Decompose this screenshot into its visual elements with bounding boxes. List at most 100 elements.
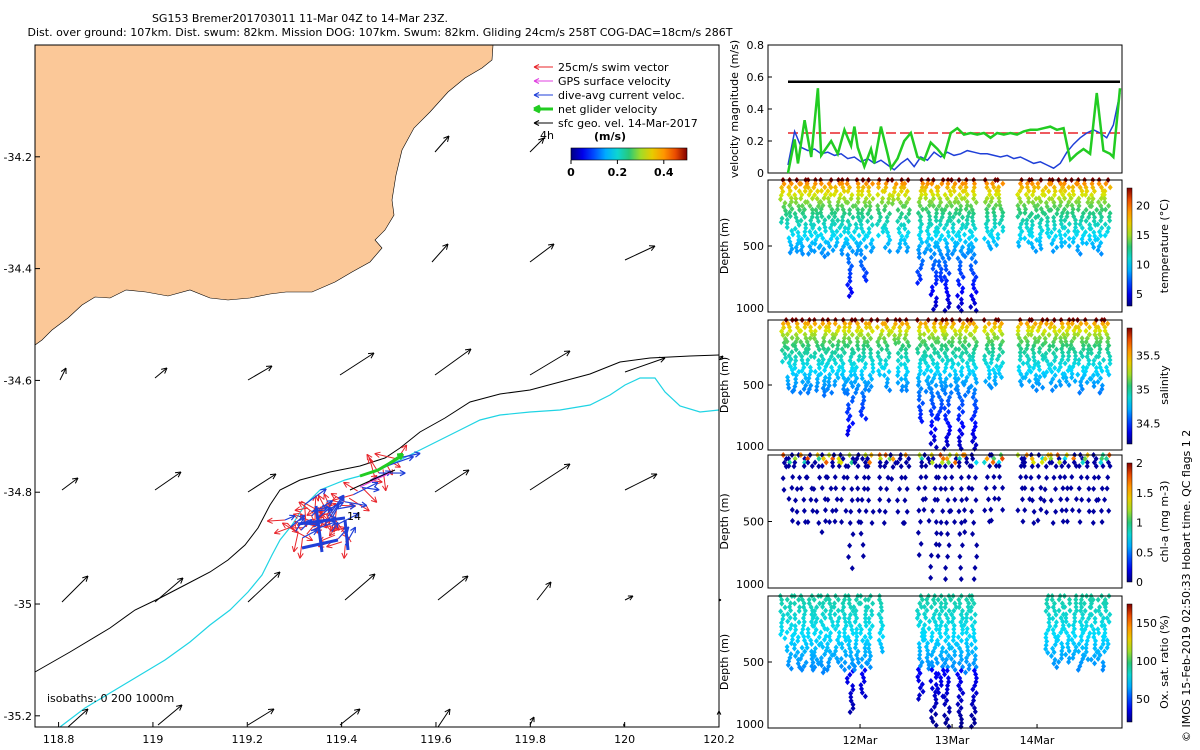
salinity-point bbox=[1088, 350, 1094, 357]
oxygen-point bbox=[1053, 623, 1059, 630]
temperature-ytick-label: 500 bbox=[743, 240, 764, 253]
temperature-point bbox=[964, 191, 970, 198]
chla-point bbox=[825, 474, 831, 481]
salinity-point bbox=[960, 342, 966, 349]
salinity-point bbox=[885, 376, 891, 383]
oxygen-point bbox=[1072, 614, 1078, 621]
salinity-point bbox=[919, 418, 925, 425]
oxygen-point bbox=[971, 693, 977, 700]
oxygen-point bbox=[938, 600, 944, 607]
oxygen-point bbox=[846, 596, 852, 603]
salinity-point bbox=[938, 379, 944, 386]
velocity-ytick-label: 0.4 bbox=[747, 103, 765, 116]
oxygen-point bbox=[854, 626, 860, 633]
salinity-point bbox=[1065, 331, 1071, 338]
oxygen-point bbox=[850, 630, 856, 637]
chla-point bbox=[854, 474, 860, 481]
chla-point bbox=[928, 552, 934, 559]
temperature-point bbox=[951, 188, 957, 195]
chla-point bbox=[946, 459, 952, 466]
map-xtick-label: 120.2 bbox=[703, 733, 735, 746]
map-ytick-label: -34.4 bbox=[4, 263, 32, 276]
salinity-point bbox=[956, 405, 962, 412]
oxygen-point bbox=[862, 652, 868, 659]
chla-point bbox=[830, 507, 836, 514]
chla-point bbox=[858, 530, 864, 537]
temperature-point bbox=[948, 191, 954, 198]
oxygen-point bbox=[784, 596, 790, 603]
oxygen-point bbox=[851, 604, 857, 611]
oxygen-point bbox=[945, 682, 951, 689]
temperature-point bbox=[807, 202, 813, 209]
salinity-point bbox=[1075, 331, 1081, 338]
salinity-point bbox=[1086, 331, 1092, 338]
temperature-point bbox=[1076, 195, 1082, 202]
temperature-point bbox=[851, 228, 857, 235]
chla-point bbox=[1086, 508, 1092, 515]
salinity-point bbox=[1088, 346, 1094, 353]
temperature-point bbox=[1058, 213, 1064, 220]
oxygen-point bbox=[1083, 619, 1089, 626]
oxygen-point bbox=[966, 600, 972, 607]
chla-point bbox=[942, 485, 948, 492]
chla-point bbox=[1000, 484, 1006, 491]
swim-vector-arrow bbox=[294, 506, 309, 513]
oxygen-point bbox=[824, 644, 830, 651]
salinity-point bbox=[1069, 370, 1075, 377]
chla-point bbox=[789, 484, 795, 491]
oxygen-point bbox=[954, 641, 960, 648]
salinity-point bbox=[858, 327, 864, 334]
salinity-point bbox=[808, 353, 814, 360]
salinity-point bbox=[1107, 353, 1113, 360]
temperature-point bbox=[1019, 184, 1025, 191]
salinity-point bbox=[821, 392, 827, 399]
oxygen-colorbar-label: Ox. sat. ratio (%) bbox=[1158, 615, 1171, 709]
temperature-point bbox=[902, 203, 908, 210]
temperature-point bbox=[922, 249, 928, 256]
salinity-point bbox=[864, 339, 870, 346]
chla-point bbox=[1102, 496, 1108, 503]
salinity-point bbox=[895, 335, 901, 342]
temperature-point bbox=[992, 220, 998, 227]
chla-point bbox=[942, 474, 948, 481]
chla-point bbox=[928, 563, 934, 570]
chla-point bbox=[808, 496, 814, 503]
temperature-point bbox=[866, 184, 872, 191]
chla-point bbox=[988, 517, 994, 524]
temperature-point bbox=[803, 221, 809, 228]
temperature-point bbox=[958, 203, 964, 210]
temperature-point bbox=[991, 184, 997, 191]
temperature-point bbox=[1030, 192, 1036, 199]
salinity-point bbox=[962, 338, 968, 345]
oxygen-point bbox=[964, 611, 970, 618]
salinity-point bbox=[799, 353, 805, 360]
dive-avg-current-arrow bbox=[317, 506, 332, 519]
chla-point bbox=[819, 463, 825, 470]
temperature-point bbox=[805, 184, 811, 191]
salinity-point bbox=[845, 416, 851, 423]
oxygen-point bbox=[966, 662, 972, 669]
oxygen-point bbox=[813, 619, 819, 626]
temperature-point bbox=[1066, 184, 1072, 191]
oxygen-point bbox=[784, 643, 790, 650]
temperature-point bbox=[936, 203, 942, 210]
oxygen-point bbox=[847, 671, 853, 678]
salinity-point bbox=[904, 387, 910, 394]
salinity-point bbox=[886, 331, 892, 338]
salinity-point bbox=[788, 356, 794, 363]
oxygen-point bbox=[938, 682, 944, 689]
oxygen-point bbox=[931, 703, 937, 710]
oxygen-point bbox=[838, 663, 844, 670]
temperature-point bbox=[1024, 217, 1030, 224]
oxygen-point bbox=[1076, 641, 1082, 648]
temperature-point bbox=[1035, 213, 1041, 220]
chla-point bbox=[916, 552, 922, 559]
temperature-point bbox=[831, 232, 837, 238]
chla-point bbox=[997, 473, 1003, 480]
oxygen-point bbox=[779, 596, 785, 603]
oxygen-point bbox=[865, 604, 871, 611]
chla-point bbox=[1023, 474, 1029, 481]
oxygen-point bbox=[949, 644, 955, 651]
oxygen-point bbox=[860, 637, 866, 644]
